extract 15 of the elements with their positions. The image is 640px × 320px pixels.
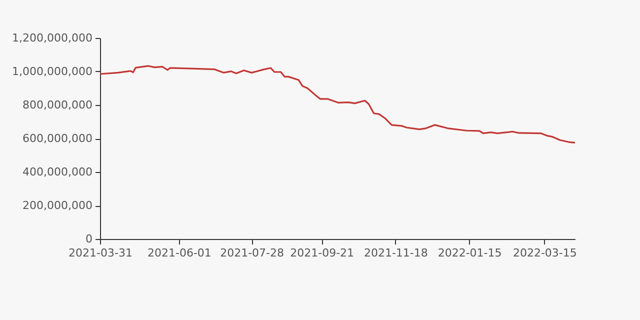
x-tick-label: 2022-03-15: [512, 246, 577, 260]
y-tick-label: 600,000,000: [22, 132, 92, 145]
x-tick-label: 2022-01-15: [438, 246, 502, 260]
y-tick-label: 0: [86, 232, 92, 246]
x-tick-label: 2021-07-28: [220, 246, 284, 260]
x-tick-label: 2021-03-31: [68, 246, 132, 260]
line-series: [99, 65, 576, 144]
y-tick-label: 800,000,000: [22, 98, 92, 112]
x-tick-label: 2021-09-21: [290, 246, 354, 260]
y-tick-label: 400,000,000: [22, 166, 92, 178]
y-tick-label: 200,000,000: [22, 199, 92, 212]
y-tick-label: 1,200,000,000: [12, 32, 92, 44]
x-tick-label: 2021-11-18: [364, 246, 428, 260]
y-tick-label: 1,000,000,000: [12, 65, 92, 78]
x-tick-label: 2021-06-01: [147, 246, 212, 260]
